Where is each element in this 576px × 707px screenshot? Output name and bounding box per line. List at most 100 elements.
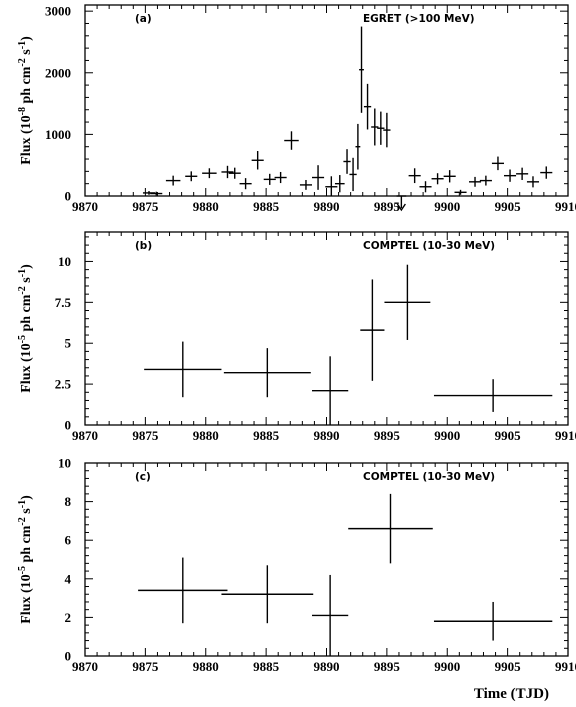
data-point (165, 175, 181, 186)
x-tick-label: 9870 (72, 428, 98, 443)
data-point (223, 348, 311, 398)
y-tick-label: 2.5 (55, 377, 72, 392)
instrument-label: EGRET (>100 MeV) (363, 13, 475, 25)
data-point (504, 169, 517, 182)
x-tick-label: 9875 (132, 428, 159, 443)
x-axis-title: Time (TJD) (474, 686, 549, 702)
y-tick-label: 5 (65, 336, 72, 351)
y-tick-label: 10 (58, 254, 71, 269)
x-tick-label: 9900 (434, 199, 460, 214)
data-point (360, 279, 385, 381)
data-point (348, 493, 433, 564)
data-point (325, 176, 338, 196)
data-point (349, 157, 357, 192)
data-point (377, 111, 385, 145)
data-point (185, 171, 198, 182)
data-point (221, 165, 234, 179)
data-point (334, 175, 345, 193)
x-tick-label: 9880 (193, 659, 219, 674)
data-point (221, 565, 314, 624)
panel-label: (b) (135, 240, 152, 252)
data-point (363, 83, 372, 130)
y-tick-label: 3000 (45, 4, 71, 19)
y-tick-label: 2000 (45, 65, 71, 80)
data-point (384, 264, 431, 340)
panel-label: (c) (135, 471, 151, 483)
data-point (312, 356, 349, 425)
y-tick-label: 0 (65, 189, 72, 204)
y-tick-label: 10 (58, 456, 71, 471)
y-tick-label: 7.5 (55, 295, 72, 310)
x-tick-label: 9895 (374, 428, 401, 443)
data-point (540, 166, 553, 179)
instrument-label: COMPTEL (10-30 MeV) (363, 471, 495, 483)
data-point (454, 189, 467, 195)
y-tick-label: 0 (65, 418, 72, 433)
data-point (408, 168, 421, 184)
plot-frame (84, 4, 569, 197)
data-point (150, 191, 163, 196)
x-tick-label: 9900 (434, 659, 460, 674)
y-axis-label: Flux (10-5 ph cm-2 s-1) (17, 264, 35, 393)
data-point (433, 601, 553, 641)
x-tick-label: 9885 (253, 428, 280, 443)
data-point (479, 175, 492, 186)
data-point (228, 167, 241, 179)
data-point (312, 574, 349, 656)
data-point (359, 26, 364, 113)
data-point (396, 195, 407, 212)
x-tick-label: 9895 (374, 199, 401, 214)
x-tick-label: 9885 (253, 199, 280, 214)
data-point (274, 171, 287, 184)
y-tick-label: 8 (65, 494, 72, 509)
data-point (284, 131, 299, 150)
y-tick-label: 1000 (45, 127, 71, 142)
data-point (138, 557, 228, 624)
data-point (371, 108, 379, 146)
plot-frame (84, 462, 569, 657)
data-point (443, 170, 456, 183)
data-point (383, 112, 391, 148)
data-point (239, 178, 252, 190)
instrument-label: COMPTEL (10-30 MeV) (363, 240, 495, 252)
x-tick-label: 9890 (314, 659, 340, 674)
y-tick-label: 0 (65, 649, 72, 664)
data-point (516, 167, 529, 180)
data-point (355, 123, 361, 170)
x-tick-label: 9880 (193, 428, 219, 443)
data-point (263, 173, 276, 185)
x-tick-label: 9890 (314, 199, 340, 214)
data-point (202, 168, 217, 179)
x-tick-label: 9870 (72, 199, 98, 214)
data-point (343, 149, 351, 174)
y-tick-label: 4 (65, 571, 72, 586)
data-point (433, 379, 553, 412)
x-tick-label: 9880 (193, 199, 219, 214)
y-tick-label: 2 (65, 610, 72, 625)
data-point (431, 173, 444, 185)
data-point (251, 151, 264, 170)
x-tick-label: 9905 (495, 199, 522, 214)
x-tick-label: 9870 (72, 659, 98, 674)
data-point (299, 179, 313, 190)
x-tick-label: 9905 (495, 428, 522, 443)
panel-label: (a) (135, 13, 152, 25)
y-tick-label: 6 (65, 533, 72, 548)
x-tick-label: 9875 (132, 659, 159, 674)
x-tick-label: 9905 (495, 659, 522, 674)
x-tick-label: 9875 (132, 199, 159, 214)
data-point (144, 341, 222, 398)
x-tick-label: 9900 (434, 428, 460, 443)
upper-limit-arrow (396, 203, 406, 212)
data-point (419, 181, 432, 193)
x-tick-label: 9895 (374, 659, 401, 674)
x-tick-label: 9885 (253, 659, 280, 674)
y-axis-label: Flux (10-8 ph cm-2 s-1) (17, 36, 35, 165)
